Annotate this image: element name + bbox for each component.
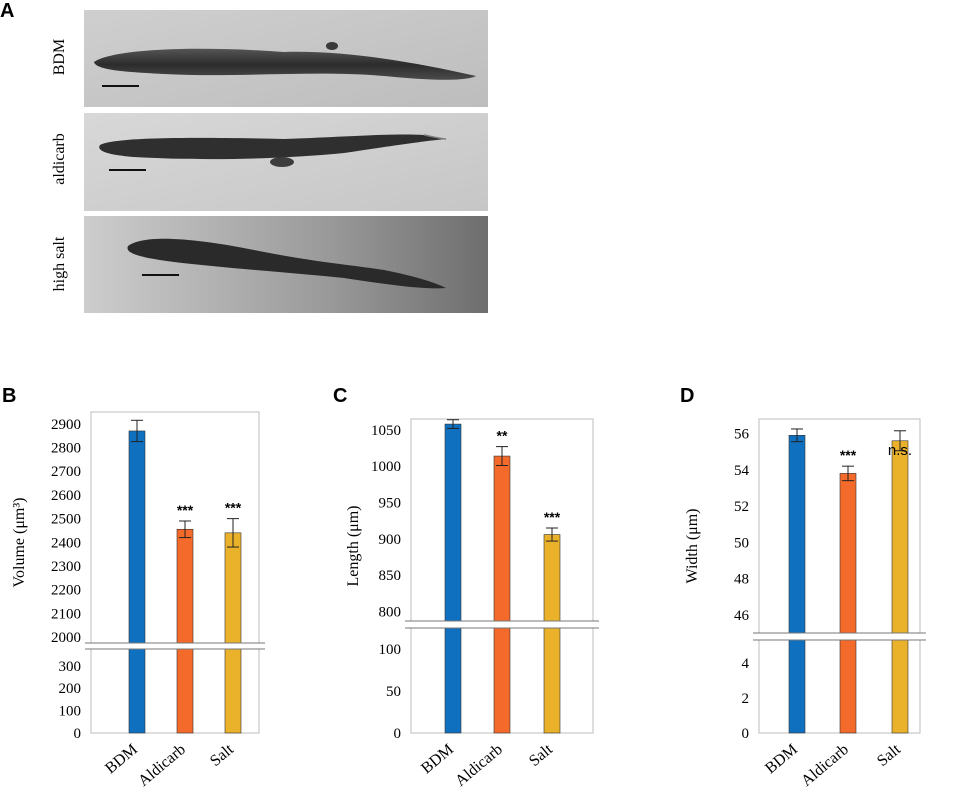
y-tick-label: 2500 <box>51 512 81 528</box>
y-tick-label: 950 <box>379 496 402 512</box>
bar-bdm <box>128 430 146 734</box>
y-tick-label: 2400 <box>51 535 81 551</box>
y-tick-label: 2100 <box>51 606 81 622</box>
x-tick-label-aldicarb: Aldicarb <box>135 741 189 790</box>
y-axis-label: Length (μm) <box>345 506 362 587</box>
y-axis-label: Volume (μm³) <box>11 498 28 588</box>
significance-label-aldicarb: *** <box>177 502 194 518</box>
micrograph-image-high-salt <box>84 216 488 313</box>
y-tick-label: 2000 <box>51 630 81 646</box>
y-tick-label: 300 <box>59 659 82 675</box>
axis-break-gap <box>405 621 599 628</box>
y-tick-label: 100 <box>379 642 402 658</box>
x-tick-label-aldicarb: Aldicarb <box>798 741 852 790</box>
y-tick-label: 1000 <box>371 459 401 475</box>
y-tick-label: 54 <box>734 463 750 479</box>
bar-bdm <box>788 435 806 734</box>
axis-break-gap <box>753 633 926 640</box>
y-tick-label: 850 <box>379 568 402 584</box>
micrograph-image-aldicarb <box>84 113 488 211</box>
chart-c: BDM**Aldicarb***Salt80085090095010001050… <box>345 418 599 790</box>
panel-letter-c: C <box>333 385 348 407</box>
significance-label-salt: n.s. <box>888 442 912 459</box>
bar-salt <box>543 534 561 734</box>
x-tick-label-salt: Salt <box>207 741 237 770</box>
y-axis-label: Width (μm) <box>684 508 701 583</box>
error-bar-bdm <box>447 419 459 429</box>
bar-salt <box>891 440 909 734</box>
x-tick-label-bdm: BDM <box>102 741 141 777</box>
axis-break-gap <box>85 643 265 649</box>
y-tick-label: 0 <box>742 726 750 742</box>
panel-letter-d: D <box>680 385 695 407</box>
y-tick-label: 200 <box>59 681 82 697</box>
x-tick-label-salt: Salt <box>526 741 556 770</box>
y-tick-label: 2800 <box>51 441 81 457</box>
bar-bdm <box>444 423 462 734</box>
x-tick-label-salt: Salt <box>874 741 904 770</box>
y-tick-label: 4 <box>742 656 750 672</box>
worm-image-aldicarb <box>84 113 488 211</box>
y-tick-label: 48 <box>734 572 749 588</box>
y-tick-label: 800 <box>379 605 402 621</box>
y-tick-label: 2200 <box>51 583 81 599</box>
error-bar-aldicarb <box>496 446 508 467</box>
y-tick-label: 1050 <box>371 423 401 439</box>
y-tick-label: 50 <box>386 684 401 700</box>
worm-image-high-salt <box>84 216 488 313</box>
bar-aldicarb <box>176 528 194 734</box>
error-bar-aldicarb <box>179 520 191 539</box>
panel-letter-a: A <box>0 0 15 22</box>
bar-aldicarb <box>493 455 511 734</box>
y-tick-label: 0 <box>394 726 402 742</box>
y-tick-label: 2900 <box>51 417 81 433</box>
y-tick-label: 46 <box>734 608 750 624</box>
significance-label-aldicarb: *** <box>840 447 857 463</box>
x-tick-label-bdm: BDM <box>762 741 801 777</box>
y-tick-label: 2700 <box>51 464 81 480</box>
error-bar-salt <box>894 430 906 452</box>
chart-d: BDM *** Aldicarb n.s. Salt 46 48 50 52 54 56 0 2 4 Wid… <box>684 418 926 790</box>
y-tick-label: 900 <box>379 532 402 548</box>
bar-aldicarb <box>839 473 857 734</box>
bar-salt <box>224 532 242 734</box>
significance-label-aldicarb: ** <box>497 428 508 444</box>
plot-frame <box>758 418 921 734</box>
error-bar-aldicarb <box>842 465 854 482</box>
panel-letter-b: B <box>2 385 17 407</box>
plot-frame <box>90 411 260 734</box>
y-tick-label: 0 <box>74 726 82 742</box>
y-tick-label: 2600 <box>51 488 81 504</box>
chart-b: BDM***Aldicarb***Salt2000210022002300240… <box>11 411 265 790</box>
y-tick-label: 2300 <box>51 559 81 575</box>
error-bar-salt <box>546 527 558 542</box>
error-bar-salt <box>227 518 239 548</box>
worm-image-bdm <box>84 10 488 107</box>
x-tick-label-bdm: BDM <box>418 741 457 777</box>
error-bar-bdm <box>131 419 143 443</box>
error-bar-bdm <box>791 428 803 443</box>
y-tick-label: 100 <box>59 704 82 720</box>
y-tick-label: 56 <box>734 427 750 443</box>
significance-label-salt: *** <box>544 509 561 525</box>
y-tick-label: 52 <box>734 499 749 515</box>
micrograph-image-bdm <box>84 10 488 107</box>
y-tick-label: 2 <box>742 691 750 707</box>
y-tick-label: 50 <box>734 535 749 551</box>
significance-label-salt: *** <box>225 500 242 516</box>
x-tick-label-aldicarb: Aldicarb <box>452 741 506 790</box>
